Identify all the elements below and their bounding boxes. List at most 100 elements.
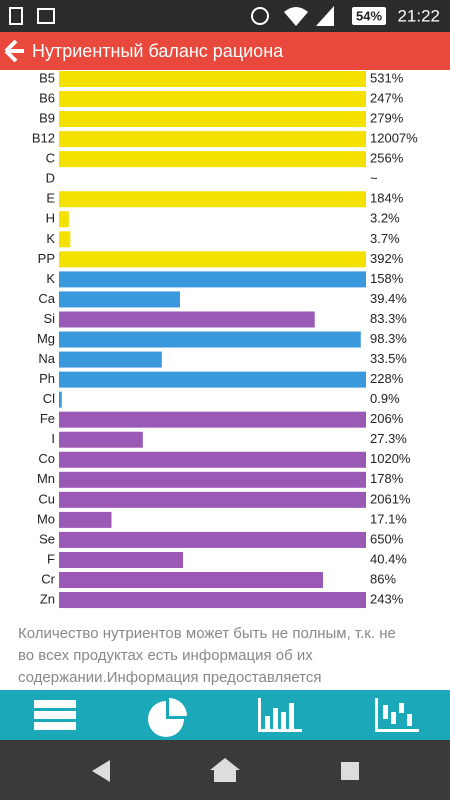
note-line: Количество нутриентов может быть не полн… bbox=[18, 625, 396, 642]
value-label: 392% bbox=[370, 251, 404, 266]
bars bbox=[59, 71, 366, 609]
nav-home[interactable] bbox=[210, 758, 240, 782]
value-label: 33.5% bbox=[370, 351, 407, 366]
tab-pie[interactable] bbox=[148, 701, 184, 737]
status-icon bbox=[37, 8, 55, 24]
value-label: 98.3% bbox=[370, 331, 407, 346]
row-label: Ph bbox=[39, 371, 55, 386]
row-label: I bbox=[51, 431, 55, 446]
value-label: 531% bbox=[370, 70, 404, 85]
row-label: Mg bbox=[37, 331, 55, 346]
nav-back[interactable] bbox=[92, 760, 110, 782]
app-bar bbox=[0, 32, 450, 70]
row-label: Si bbox=[43, 311, 55, 326]
row-label: Mo bbox=[37, 511, 55, 526]
bar bbox=[59, 592, 366, 609]
tab-candles[interactable] bbox=[375, 698, 419, 732]
bar bbox=[59, 391, 62, 408]
row-label: B6 bbox=[39, 90, 55, 105]
bar bbox=[59, 351, 162, 368]
value-label: 3.7% bbox=[370, 231, 400, 246]
row-label: Na bbox=[38, 351, 55, 366]
value-label: 1020% bbox=[370, 451, 411, 466]
value-label: 247% bbox=[370, 90, 404, 105]
battery-level: 54% bbox=[356, 8, 382, 23]
value-label: 17.1% bbox=[370, 511, 407, 526]
value-label: ~ bbox=[370, 171, 378, 186]
bar bbox=[59, 371, 366, 388]
signal-icon bbox=[316, 6, 334, 26]
row-label: Se bbox=[39, 531, 55, 546]
bar bbox=[59, 111, 366, 128]
row-label: H bbox=[46, 211, 55, 226]
note-line: во всех продуктах есть информация об их bbox=[18, 647, 313, 664]
row-label: C bbox=[46, 151, 55, 166]
bar bbox=[59, 151, 366, 168]
value-label: 3.2% bbox=[370, 211, 400, 226]
value-label: 158% bbox=[370, 271, 404, 286]
value-label: 279% bbox=[370, 111, 404, 126]
bar bbox=[59, 271, 366, 288]
bar bbox=[59, 71, 366, 87]
value-label: 0.9% bbox=[370, 391, 400, 406]
clock: 21:22 bbox=[397, 6, 440, 25]
bar bbox=[59, 431, 143, 448]
row-label: K bbox=[46, 231, 55, 246]
value-label: 650% bbox=[370, 531, 404, 546]
value-label: 206% bbox=[370, 411, 404, 426]
bar bbox=[59, 572, 324, 588]
value-label: 178% bbox=[370, 471, 404, 486]
row-label: Ca bbox=[38, 291, 55, 306]
bar bbox=[59, 311, 315, 328]
bar bbox=[59, 471, 366, 488]
tab-pie-slice bbox=[169, 698, 187, 716]
row-label: D bbox=[46, 171, 55, 186]
content: B5 531% B6 247% B9 279% B12 12007% C 256% D ~ E 184% H… bbox=[32, 70, 418, 606]
back-button[interactable] bbox=[4, 39, 24, 63]
bar bbox=[59, 551, 184, 568]
bar bbox=[59, 251, 366, 268]
bar bbox=[59, 531, 366, 548]
row-label: Cl bbox=[43, 391, 55, 406]
value-label: 2061% bbox=[370, 491, 411, 506]
value-label: 86% bbox=[370, 571, 396, 586]
value-label: 39.4% bbox=[370, 291, 407, 306]
bar bbox=[59, 131, 366, 148]
nav-recent[interactable] bbox=[341, 762, 359, 780]
app-title: Нутриентный баланс рациона bbox=[32, 41, 284, 61]
row-label: F bbox=[47, 551, 55, 566]
row-label: PP bbox=[38, 251, 55, 266]
bar bbox=[59, 211, 69, 228]
row-label: B9 bbox=[39, 111, 55, 126]
bar bbox=[59, 511, 112, 528]
alarm-icon bbox=[251, 7, 269, 25]
bar bbox=[59, 91, 366, 108]
bar bbox=[59, 291, 180, 308]
row-label: B5 bbox=[39, 70, 55, 85]
bar bbox=[59, 451, 366, 468]
value-label: 40.4% bbox=[370, 551, 407, 566]
value-label: 12007% bbox=[370, 131, 418, 146]
value-label: 83.3% bbox=[370, 311, 407, 326]
row-label: B12 bbox=[32, 131, 55, 146]
row-label: Mn bbox=[37, 471, 55, 486]
bar bbox=[59, 411, 366, 428]
row-label: E bbox=[46, 191, 55, 206]
row-label: Cu bbox=[38, 491, 55, 506]
bar bbox=[59, 191, 366, 208]
wifi-icon bbox=[284, 7, 308, 26]
row-label: Zn bbox=[40, 591, 55, 606]
tab-table[interactable] bbox=[34, 700, 76, 730]
value-label: 243% bbox=[370, 591, 404, 606]
row-label: Fe bbox=[40, 411, 55, 426]
value-label: 228% bbox=[370, 371, 404, 386]
value-label: 184% bbox=[370, 191, 404, 206]
value-label: 256% bbox=[370, 151, 404, 166]
bar bbox=[59, 231, 71, 248]
row-label: Cr bbox=[41, 571, 55, 586]
status-icon bbox=[9, 7, 23, 25]
tab-bars[interactable] bbox=[258, 698, 302, 732]
row-label: K bbox=[46, 271, 55, 286]
